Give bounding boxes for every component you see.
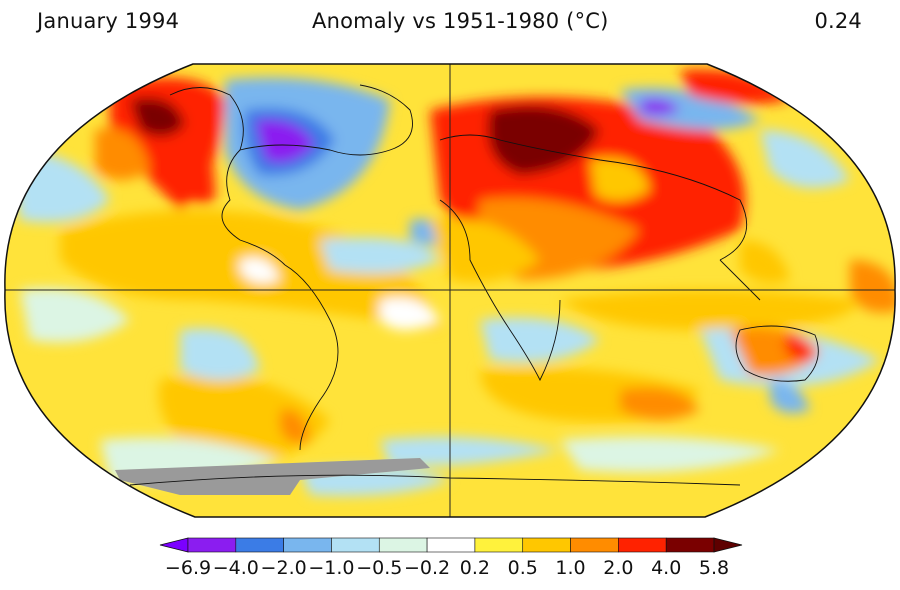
colorbar-tick-label: 0.5 bbox=[507, 557, 538, 579]
map-title: Anomaly vs 1951-1980 (°C) bbox=[312, 9, 609, 33]
colorbar-tick-label: 1.0 bbox=[555, 557, 586, 579]
colorbar-tick-label: 5.8 bbox=[698, 557, 730, 579]
map-date: January 1994 bbox=[37, 9, 180, 33]
colorbar-tick-label: −1.0 bbox=[308, 557, 355, 579]
map-border bbox=[4, 63, 896, 518]
colorbar-tick-label: −2.0 bbox=[260, 557, 307, 579]
colorbar-tick-label: 2.0 bbox=[603, 557, 634, 579]
anomaly-field bbox=[4, 64, 896, 517]
colorbar-tick-label: −6.9 bbox=[164, 557, 212, 579]
colorbar-tick-label: 4.0 bbox=[651, 557, 682, 579]
global-mean-anomaly: 0.24 bbox=[814, 9, 862, 33]
coastlines bbox=[129, 84, 819, 486]
colorbar-tick-label: −4.0 bbox=[212, 557, 259, 579]
colorbar-tick-label: −0.5 bbox=[356, 557, 403, 579]
colorbar-tick-label: 0.2 bbox=[459, 557, 491, 579]
colorbar-tick-label: −0.2 bbox=[404, 557, 451, 579]
